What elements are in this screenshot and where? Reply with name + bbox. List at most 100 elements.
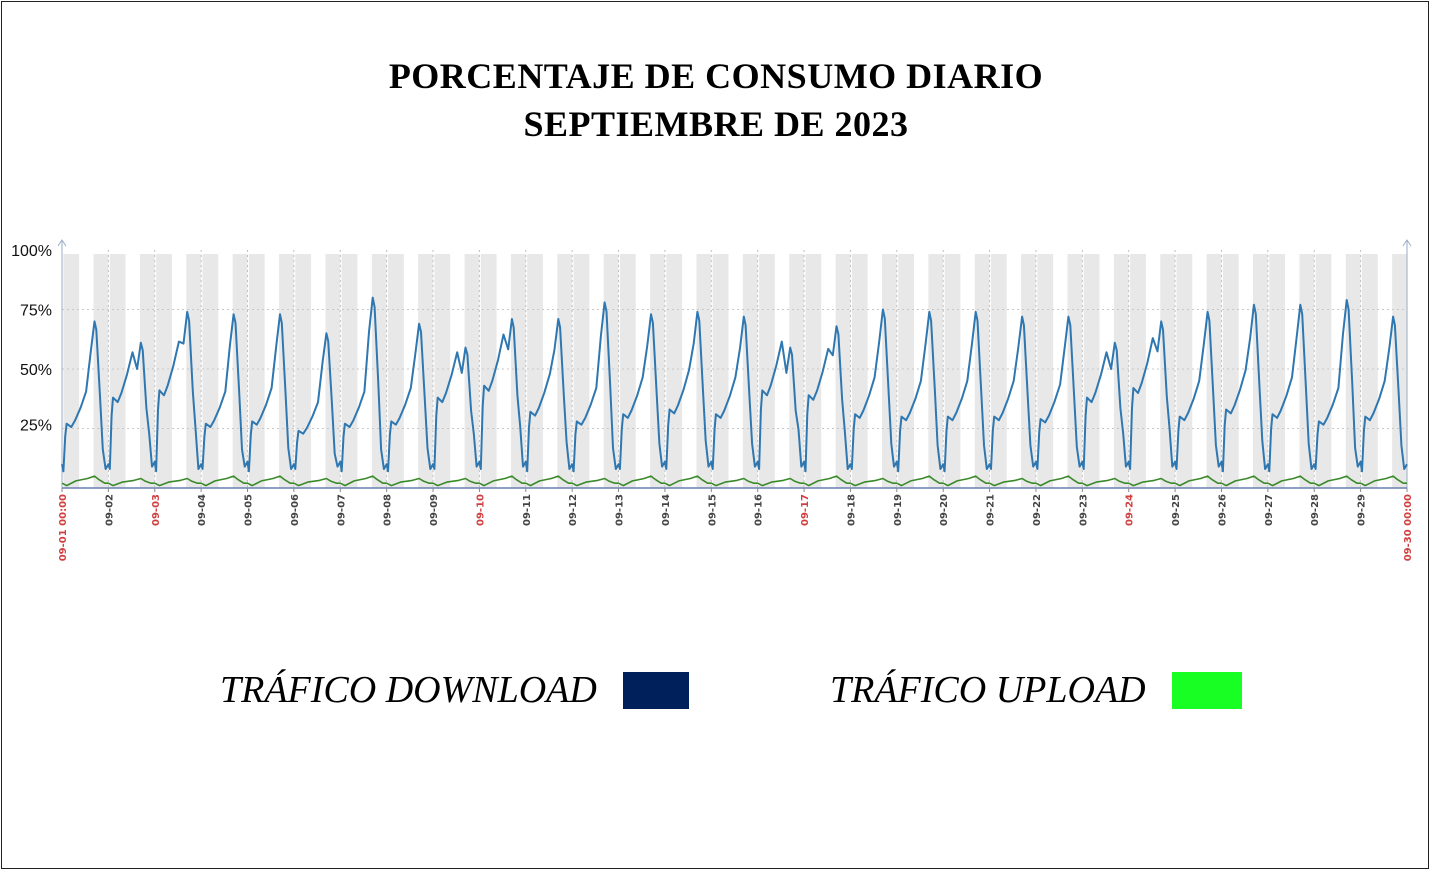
night-band <box>619 254 636 488</box>
night-band <box>851 254 868 488</box>
night-band <box>1206 254 1222 488</box>
night-band <box>232 254 248 488</box>
night-band <box>974 254 990 488</box>
night-band <box>1222 254 1239 488</box>
night-band <box>139 254 155 488</box>
night-band <box>63 254 80 488</box>
night-band <box>388 254 404 488</box>
night-band <box>1362 254 1378 488</box>
night-band <box>527 254 543 488</box>
x-tick-label: 09-22 <box>1032 494 1043 526</box>
night-band <box>1160 254 1176 488</box>
x-tick-label: 09-23 <box>1078 494 1089 526</box>
y-tick-label: 75% <box>20 303 52 320</box>
y-axis: 100% 75% 50% 25% <box>11 239 1412 488</box>
x-tick-label: 09-18 <box>846 494 857 526</box>
night-band <box>1113 254 1129 488</box>
night-band <box>295 254 312 488</box>
night-band <box>1315 254 1332 488</box>
x-tick-label: 09-09 <box>429 494 440 526</box>
legend-upload-label: TRÁFICO UPLOAD <box>830 669 1146 711</box>
y-axis-right-arrow <box>1402 239 1412 247</box>
night-band <box>1253 254 1268 488</box>
x-tick-label: 09-11 <box>522 494 533 526</box>
series-upload-line <box>61 475 1407 487</box>
x-tick-label: 09-15 <box>707 494 718 526</box>
series-download-line <box>61 296 1408 473</box>
night-band <box>789 254 805 488</box>
y-tick-label: 25% <box>20 418 52 435</box>
night-band <box>109 254 126 488</box>
y-tick-label: 50% <box>20 362 52 379</box>
night-band <box>93 254 109 488</box>
night-band <box>928 254 944 488</box>
x-tick-label: 09-16 <box>754 494 765 526</box>
night-band <box>990 254 1007 488</box>
legend-download-swatch <box>622 671 689 709</box>
night-band <box>944 254 961 488</box>
x-tick-label: 09-10 <box>475 494 486 526</box>
night-band <box>835 254 851 488</box>
night-band <box>1130 254 1146 488</box>
x-tick-label: 09-12 <box>568 494 579 526</box>
x-tick-label: 09-25 <box>1171 494 1182 526</box>
night-band <box>666 254 683 488</box>
night-band <box>480 254 497 488</box>
night-band <box>1083 254 1100 488</box>
x-tick-label: 09-06 <box>290 494 301 526</box>
x-tick-label: 09-05 <box>244 494 255 526</box>
night-band <box>186 254 202 488</box>
chart-title: PORCENTAJE DE CONSUMO DIARIO SEPTIEMBRE … <box>0 52 1432 148</box>
x-tick-label: 09-30 00:00 <box>1403 494 1414 561</box>
legend-upload-swatch <box>1171 671 1242 709</box>
x-tick-label: 09-21 <box>986 494 997 526</box>
legend-upload: TRÁFICO UPLOAD <box>830 668 1242 712</box>
x-tick-label: 09-24 <box>1125 494 1136 526</box>
night-band <box>759 254 775 488</box>
title-line-2: SEPTIEMBRE DE 2023 <box>523 104 909 144</box>
y-axis-arrow <box>57 239 67 247</box>
legend-download: TRÁFICO DOWNLOAD <box>220 668 689 712</box>
x-tick-label: 09-28 <box>1310 494 1321 526</box>
night-band <box>279 254 294 488</box>
night-band <box>898 254 914 488</box>
x-tick-label: 09-01 00:00 <box>58 494 69 561</box>
night-band <box>1067 254 1083 488</box>
night-shading-bands <box>63 254 1407 488</box>
night-band <box>650 254 665 488</box>
night-band <box>1392 254 1407 488</box>
night-band <box>1037 254 1054 488</box>
night-band <box>202 254 219 488</box>
night-band <box>464 254 480 488</box>
x-tick-label: 09-08 <box>383 494 394 526</box>
chart-gridlines <box>61 250 1408 488</box>
night-band <box>1269 254 1286 488</box>
night-band <box>1345 254 1361 488</box>
night-band <box>1021 254 1036 488</box>
night-band <box>510 254 526 488</box>
night-band <box>696 254 712 488</box>
night-band <box>557 254 573 488</box>
traffic-chart: 100% 75% 50% 25% 09-01 00:00 09-02 09-03 09-04… <box>11 239 1414 561</box>
x-tick-label: 09-04 <box>197 494 208 526</box>
night-band <box>712 254 729 488</box>
night-band <box>434 254 451 488</box>
y-tick-label: 100% <box>11 243 52 260</box>
x-tick-label: 09-13 <box>615 494 626 526</box>
night-band <box>248 254 265 488</box>
night-band <box>881 254 897 488</box>
night-band <box>418 254 434 488</box>
x-tick-label: 09-07 <box>336 494 347 526</box>
x-tick-label: 09-26 <box>1218 494 1229 526</box>
x-tick-label: 09-20 <box>939 494 950 526</box>
x-axis: 09-01 00:00 09-02 09-03 09-04 09-05 09-06 09-0… <box>58 487 1414 561</box>
x-tick-label: 09-27 <box>1264 494 1275 526</box>
night-band <box>805 254 822 488</box>
legend-download-label: TRÁFICO DOWNLOAD <box>220 669 597 711</box>
night-band <box>341 254 358 488</box>
x-tick-label: 09-03 <box>151 494 162 526</box>
night-band <box>742 254 758 488</box>
night-band <box>1176 254 1193 488</box>
x-tick-label: 09-19 <box>893 494 904 526</box>
night-band <box>325 254 341 488</box>
